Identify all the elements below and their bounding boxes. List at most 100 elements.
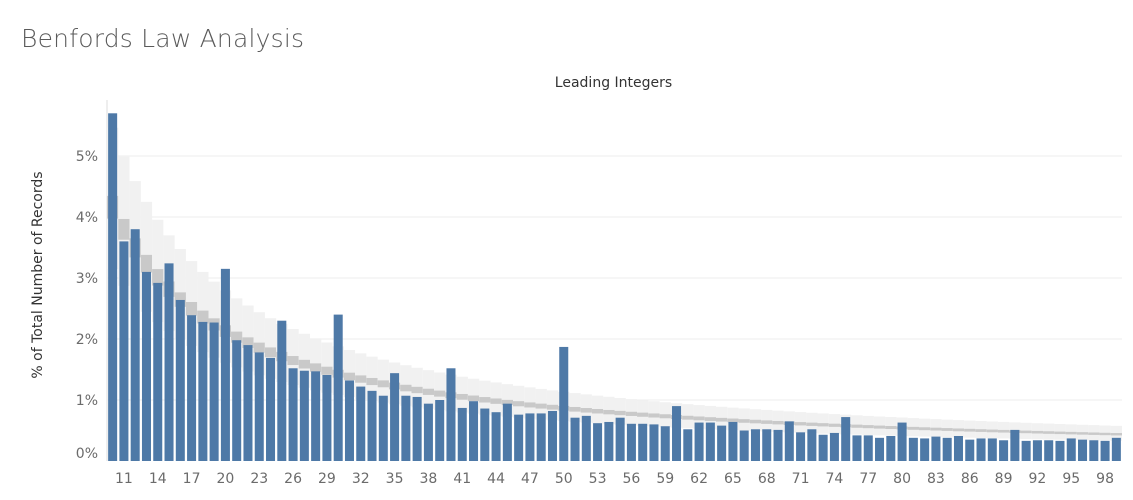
x-tick-label: 50 — [555, 471, 573, 487]
chart-title: Leading Integers — [554, 75, 673, 91]
bar-21 — [232, 340, 242, 461]
expected-range-inner — [524, 402, 536, 408]
y-tick-label: 2% — [76, 332, 98, 348]
bar-14 — [153, 282, 163, 461]
x-tick-label: 17 — [183, 471, 201, 487]
bar-85 — [953, 435, 963, 461]
expected-range-inner — [614, 410, 626, 416]
bar-22 — [243, 345, 253, 461]
x-tick-label: 95 — [1062, 471, 1080, 487]
expected-range-inner — [749, 419, 762, 424]
y-tick-label: 5% — [76, 149, 98, 165]
expected-range-inner — [716, 417, 728, 422]
bar-18 — [198, 321, 208, 461]
bar-58 — [649, 424, 659, 461]
bar-74 — [829, 432, 839, 461]
x-tick-label: 41 — [453, 471, 471, 487]
expected-range-inner — [738, 419, 750, 423]
expected-range-inner — [298, 359, 310, 369]
expected-range-inner — [1110, 433, 1122, 436]
x-tick-label: 35 — [386, 471, 404, 487]
expected-range-inner — [1020, 430, 1032, 434]
expected-range-inner — [400, 384, 412, 392]
y-tick-label: 3% — [76, 271, 98, 287]
x-tick-label: 14 — [149, 471, 167, 487]
bar-71 — [796, 432, 806, 461]
x-tick-label: 68 — [758, 471, 776, 487]
bar-31 — [344, 380, 354, 461]
bar-10 — [108, 113, 118, 462]
expected-range-inner — [907, 426, 919, 430]
expected-range-inner — [197, 310, 209, 324]
bar-76 — [852, 435, 862, 461]
expected-range-inner — [794, 422, 807, 426]
y-tick-label: 4% — [76, 210, 98, 226]
x-tick-label: 23 — [250, 471, 268, 487]
bar-63 — [705, 422, 715, 461]
bar-38 — [423, 403, 433, 461]
expected-range-inner — [772, 420, 784, 425]
bar-60 — [672, 406, 682, 461]
expected-range-inner — [975, 429, 987, 432]
expected-range-inner — [185, 302, 198, 316]
x-tick-label: 80 — [893, 471, 911, 487]
bar-16 — [175, 299, 185, 461]
bar-73 — [818, 434, 828, 461]
bar-43 — [480, 408, 490, 461]
bar-42 — [469, 401, 479, 461]
x-tick-label: 92 — [1029, 471, 1047, 487]
expected-range-inner — [704, 417, 716, 421]
bar-29 — [322, 374, 332, 461]
bar-44 — [491, 412, 501, 461]
bar-97 — [1089, 440, 1099, 461]
bar-66 — [739, 430, 749, 461]
expected-range-inner — [501, 399, 513, 406]
expected-range-inner — [806, 422, 818, 426]
bar-35 — [390, 373, 400, 461]
x-tick-label: 65 — [724, 471, 742, 487]
bar-25 — [277, 320, 287, 461]
expected-range-inner — [919, 427, 931, 431]
bar-90 — [1010, 429, 1020, 461]
bar-98 — [1100, 440, 1110, 461]
bar-39 — [435, 400, 445, 461]
x-tick-label: 98 — [1096, 471, 1114, 487]
bar-34 — [378, 395, 388, 461]
bar-61 — [683, 429, 693, 461]
bar-12 — [130, 229, 140, 461]
bar-53 — [593, 423, 603, 461]
expected-range-inner — [625, 411, 638, 416]
y-axis-title: % of Total Number of Records — [30, 171, 46, 378]
expected-range-inner — [817, 423, 829, 427]
bar-96 — [1078, 439, 1088, 461]
x-tick-label: 11 — [115, 471, 133, 487]
bar-41 — [457, 407, 467, 461]
bar-57 — [638, 423, 648, 461]
expected-range-inner — [569, 406, 581, 412]
expected-range-inner — [479, 397, 491, 403]
expected-range-inner — [264, 347, 277, 358]
expected-range-inner — [930, 427, 942, 431]
expected-range-inner — [964, 428, 976, 432]
bar-78 — [875, 437, 885, 461]
expected-range-inner — [242, 337, 254, 348]
bar-56 — [626, 423, 636, 461]
bar-48 — [536, 413, 546, 461]
x-tick-label: 44 — [487, 471, 505, 487]
x-tick-labels: 11 14 17 20 23 26 29 32 35 38 41 44 47 50 53 56 59 62 65 68… — [115, 471, 1114, 487]
bar-50 — [559, 346, 569, 461]
bar-83 — [931, 436, 941, 461]
bar-33 — [367, 390, 377, 461]
bar-88 — [987, 438, 997, 461]
bar-79 — [886, 435, 896, 461]
y-tick-label: 1% — [76, 393, 98, 409]
bar-26 — [288, 368, 298, 461]
expected-range-inner — [535, 403, 547, 409]
x-tick-label: 20 — [217, 471, 235, 487]
bar-24 — [266, 357, 276, 461]
expected-range-inner — [366, 377, 378, 386]
expected-range-inner — [118, 218, 130, 240]
bar-17 — [187, 315, 197, 461]
x-tick-label: 83 — [927, 471, 945, 487]
